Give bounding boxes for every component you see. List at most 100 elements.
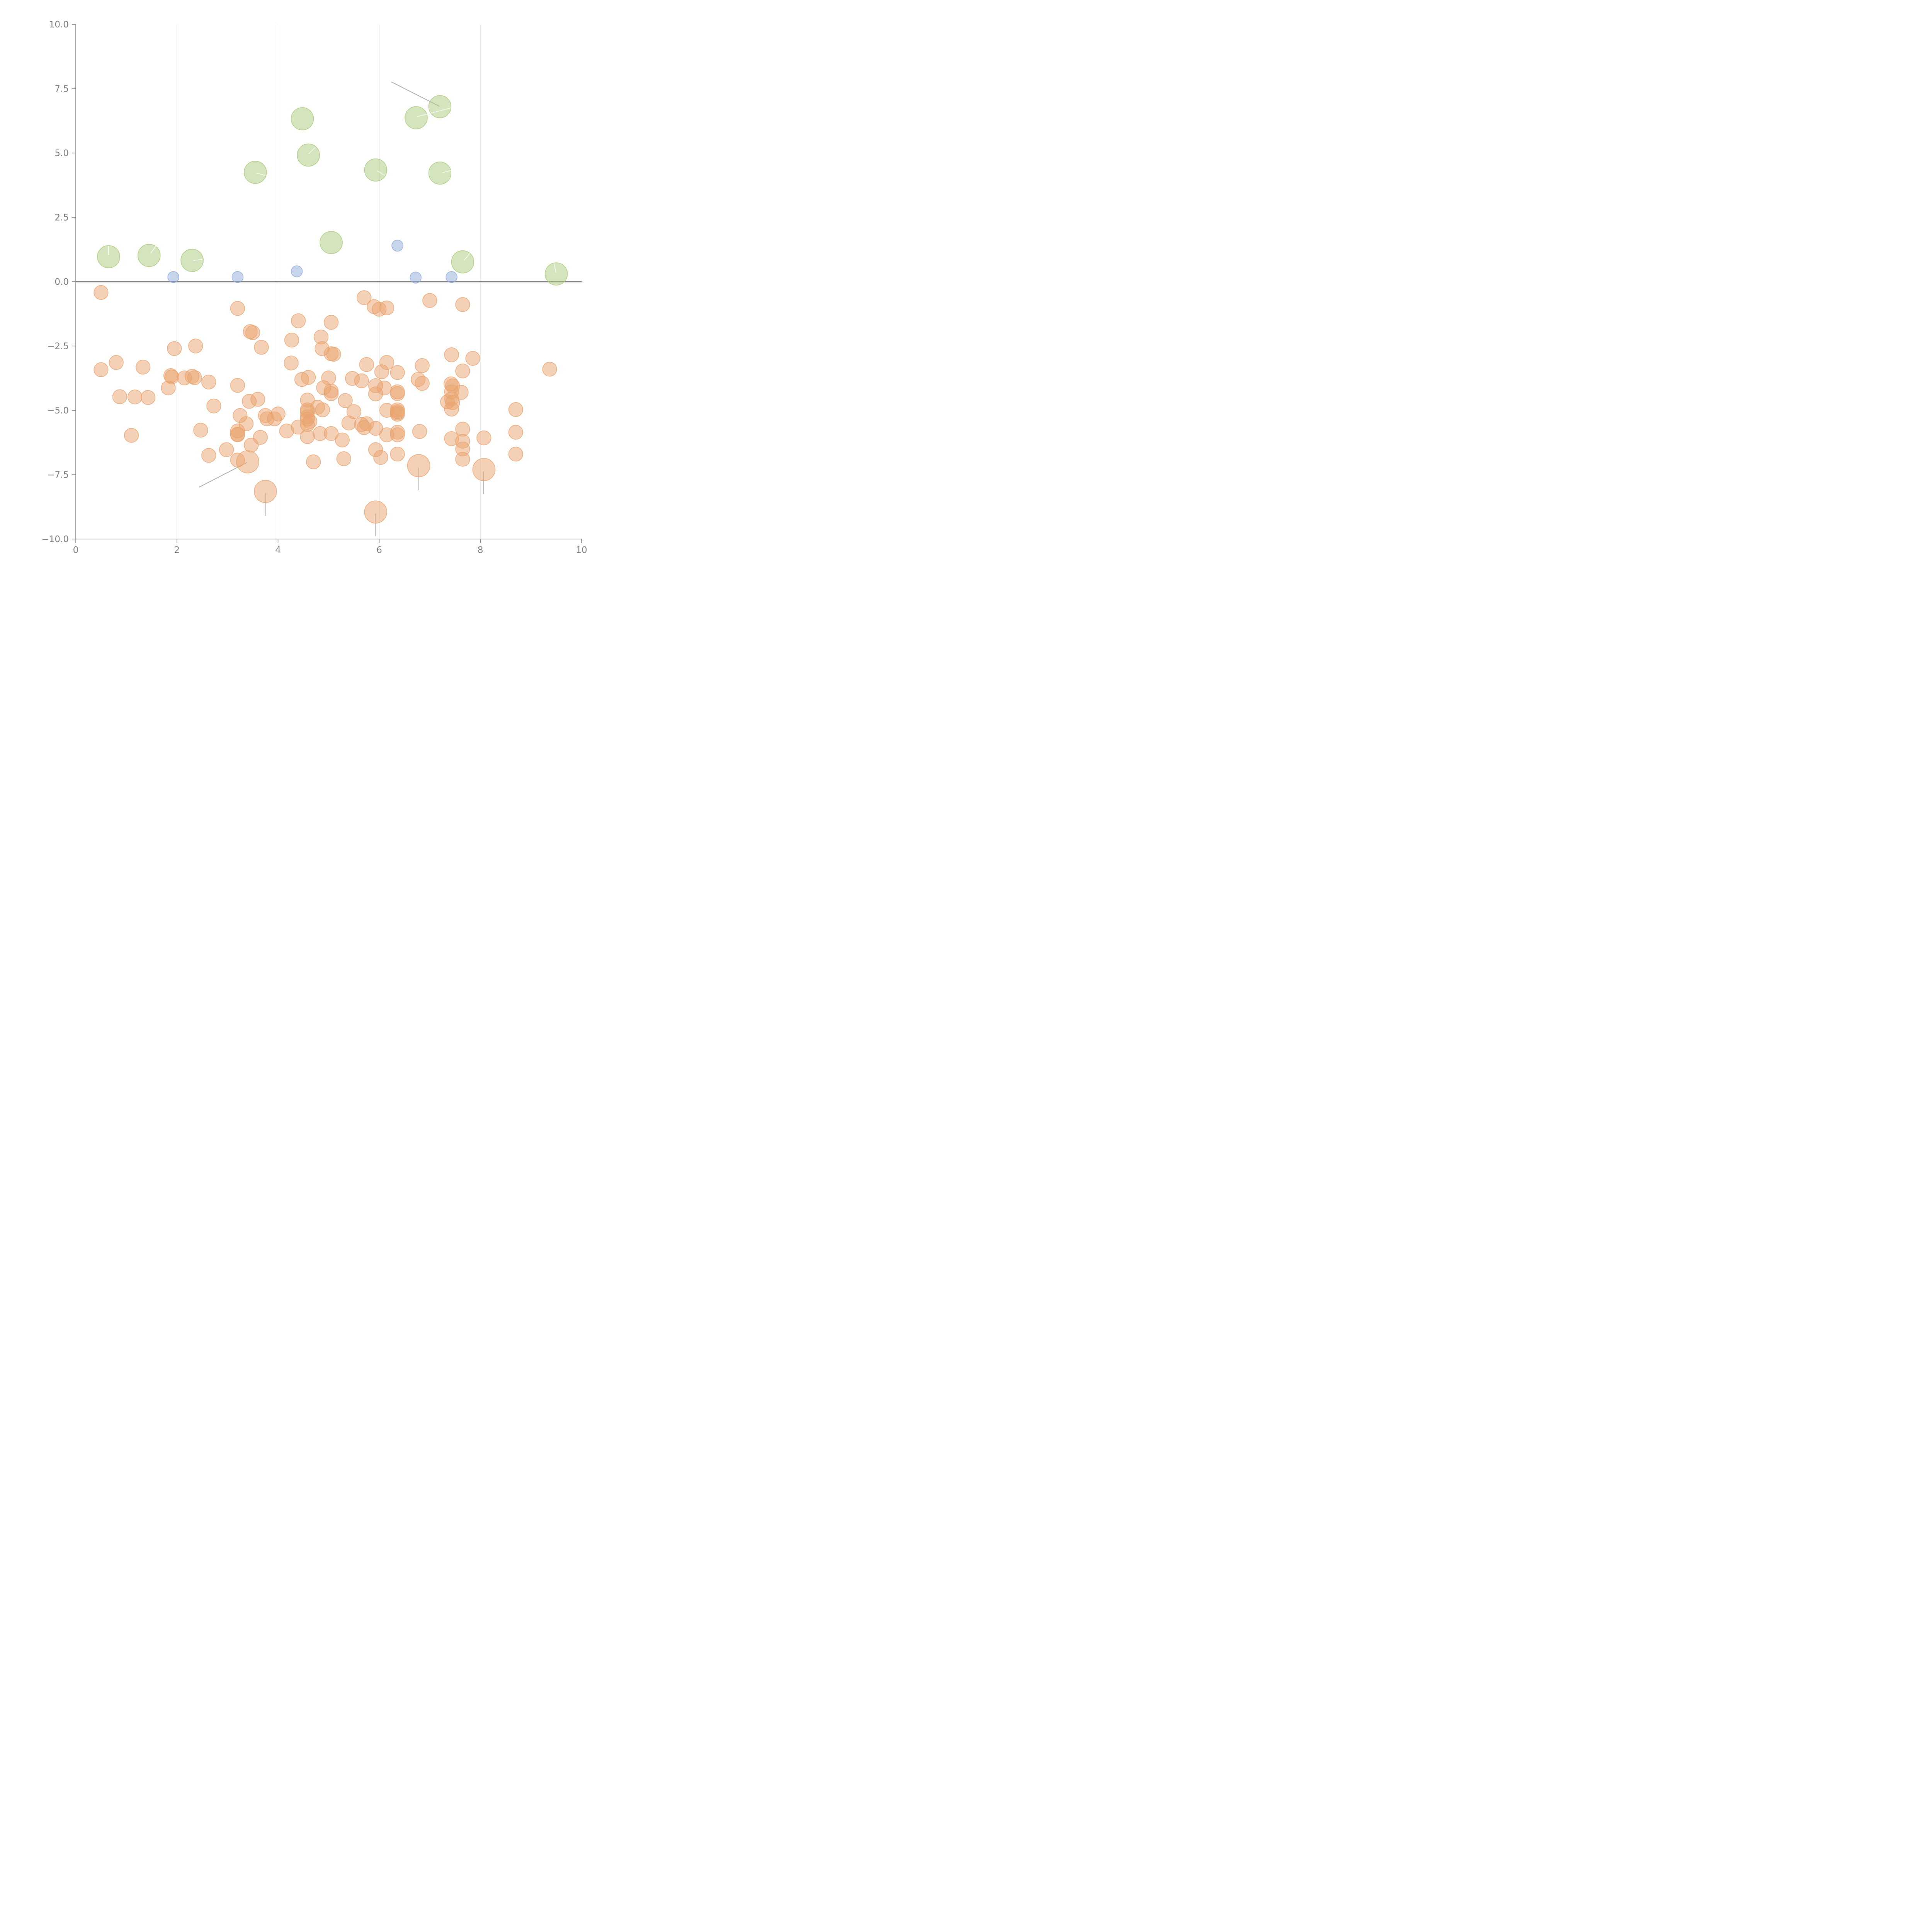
inner-leader-line (256, 173, 265, 176)
data-point-green (97, 245, 120, 269)
inner-leader-line (150, 246, 156, 254)
data-point-orange-large (364, 500, 387, 524)
data-point-orange-small (188, 338, 203, 354)
data-point-orange-small (508, 447, 523, 462)
axes: 10.0 7.5 5.0 2.5 0.0 −2.5 −5.0 −7.5 −10.0 0 2 4 6 8 10 (42, 20, 587, 555)
data-point-blue (231, 271, 244, 283)
data-point-orange-small (250, 392, 265, 407)
data-point-orange-small (161, 380, 176, 396)
y-tick-label: 7.5 (54, 84, 69, 94)
data-point-orange-small (390, 406, 405, 422)
y-tick-label: −2.5 (47, 342, 69, 352)
data-point-orange-small (354, 373, 369, 388)
data-point-green (297, 143, 320, 167)
data-point-orange-small (167, 341, 182, 356)
data-point-orange-small (124, 428, 139, 443)
data-point-orange-large (472, 458, 496, 481)
data-point-orange-small (291, 313, 306, 328)
data-point-orange-small (377, 380, 392, 396)
data-point-orange-small (244, 437, 259, 453)
data-points (94, 95, 568, 524)
data-point-orange-small (415, 376, 430, 391)
data-point-orange-small (335, 432, 350, 447)
data-point-orange-small (412, 424, 427, 439)
data-point-orange-small (444, 347, 459, 362)
data-point-green (428, 162, 452, 185)
data-point-orange-small (373, 450, 388, 465)
data-point-orange-small (284, 333, 299, 348)
data-point-orange-small (542, 362, 557, 377)
data-point-orange-small (341, 415, 356, 430)
data-point-orange-small (415, 358, 430, 373)
data-point-orange-small (422, 293, 437, 308)
x-tick-label: 2 (174, 545, 180, 555)
data-point-orange-small (379, 300, 395, 316)
scatter-chart: 10.0 7.5 5.0 2.5 0.0 −2.5 −5.0 −7.5 −10.0 0 2 4 6 8 10 (42, 20, 587, 555)
data-point-green (243, 161, 267, 184)
data-point-orange-small (508, 425, 523, 440)
data-point-orange-small (368, 421, 383, 436)
data-point-orange-small (455, 364, 470, 379)
data-point-orange-small (245, 325, 260, 340)
data-point-green (180, 248, 204, 272)
data-point-orange-small (128, 389, 143, 405)
data-point-orange-small (323, 426, 339, 441)
data-point-blue (167, 271, 179, 283)
data-point-orange-small (359, 357, 374, 372)
y-tick-label: 2.5 (54, 213, 69, 223)
data-point-orange-small (326, 347, 341, 362)
data-point-orange-small (374, 364, 389, 379)
data-point-orange-small (284, 355, 299, 371)
data-point-orange-small (300, 429, 315, 444)
x-tick-label: 4 (275, 545, 281, 555)
x-tick-label: 8 (478, 545, 483, 555)
data-point-orange-small (455, 297, 470, 312)
data-point-orange-small (112, 389, 127, 404)
data-point-orange-large (407, 454, 430, 477)
inner-leader-line (417, 107, 452, 117)
data-point-orange-small (455, 452, 470, 467)
y-tick-label: −7.5 (47, 470, 69, 480)
data-point-blue (291, 265, 303, 277)
data-point-orange-small (219, 442, 234, 457)
data-point-orange-small (109, 355, 124, 370)
data-point-orange-small (508, 402, 523, 417)
data-point-orange-small (270, 406, 286, 422)
data-point-orange-small (94, 362, 109, 377)
data-point-orange-small (141, 390, 156, 405)
data-point-orange-small (315, 402, 330, 417)
y-tick-label: −10.0 (42, 534, 69, 544)
inner-leader-line (442, 170, 452, 173)
data-point-green (451, 250, 474, 274)
data-point-orange-small (301, 370, 316, 385)
data-point-orange-small (390, 427, 405, 442)
data-point-green (544, 262, 568, 286)
data-point-orange-small (476, 430, 492, 446)
y-tick-label: 10.0 (49, 20, 69, 30)
data-point-orange-small (357, 290, 372, 305)
data-point-orange-small (291, 420, 306, 435)
data-point-orange-small (338, 393, 353, 408)
data-point-orange-small (323, 386, 339, 401)
data-point-orange-small (230, 301, 245, 316)
x-tick-label: 0 (73, 545, 79, 555)
data-point-blue (446, 271, 457, 283)
data-point-green (320, 231, 343, 254)
data-point-blue (391, 240, 403, 252)
data-point-orange-large (236, 450, 259, 473)
data-point-orange-small (444, 401, 459, 417)
data-point-orange-small (390, 386, 405, 401)
data-point-green (428, 95, 452, 118)
data-point-green (364, 158, 387, 182)
inner-leader-lines (108, 107, 556, 273)
data-point-orange-small (136, 360, 151, 375)
inner-leader-line (463, 253, 470, 261)
data-point-orange-small (390, 365, 405, 380)
data-point-blue (410, 272, 422, 284)
x-tick-label: 6 (376, 545, 382, 555)
data-point-orange-small (201, 374, 216, 389)
data-point-orange-small (206, 398, 221, 413)
data-point-orange-small (230, 378, 245, 393)
data-point-orange-small (390, 447, 405, 462)
data-point-orange-small (187, 370, 202, 385)
